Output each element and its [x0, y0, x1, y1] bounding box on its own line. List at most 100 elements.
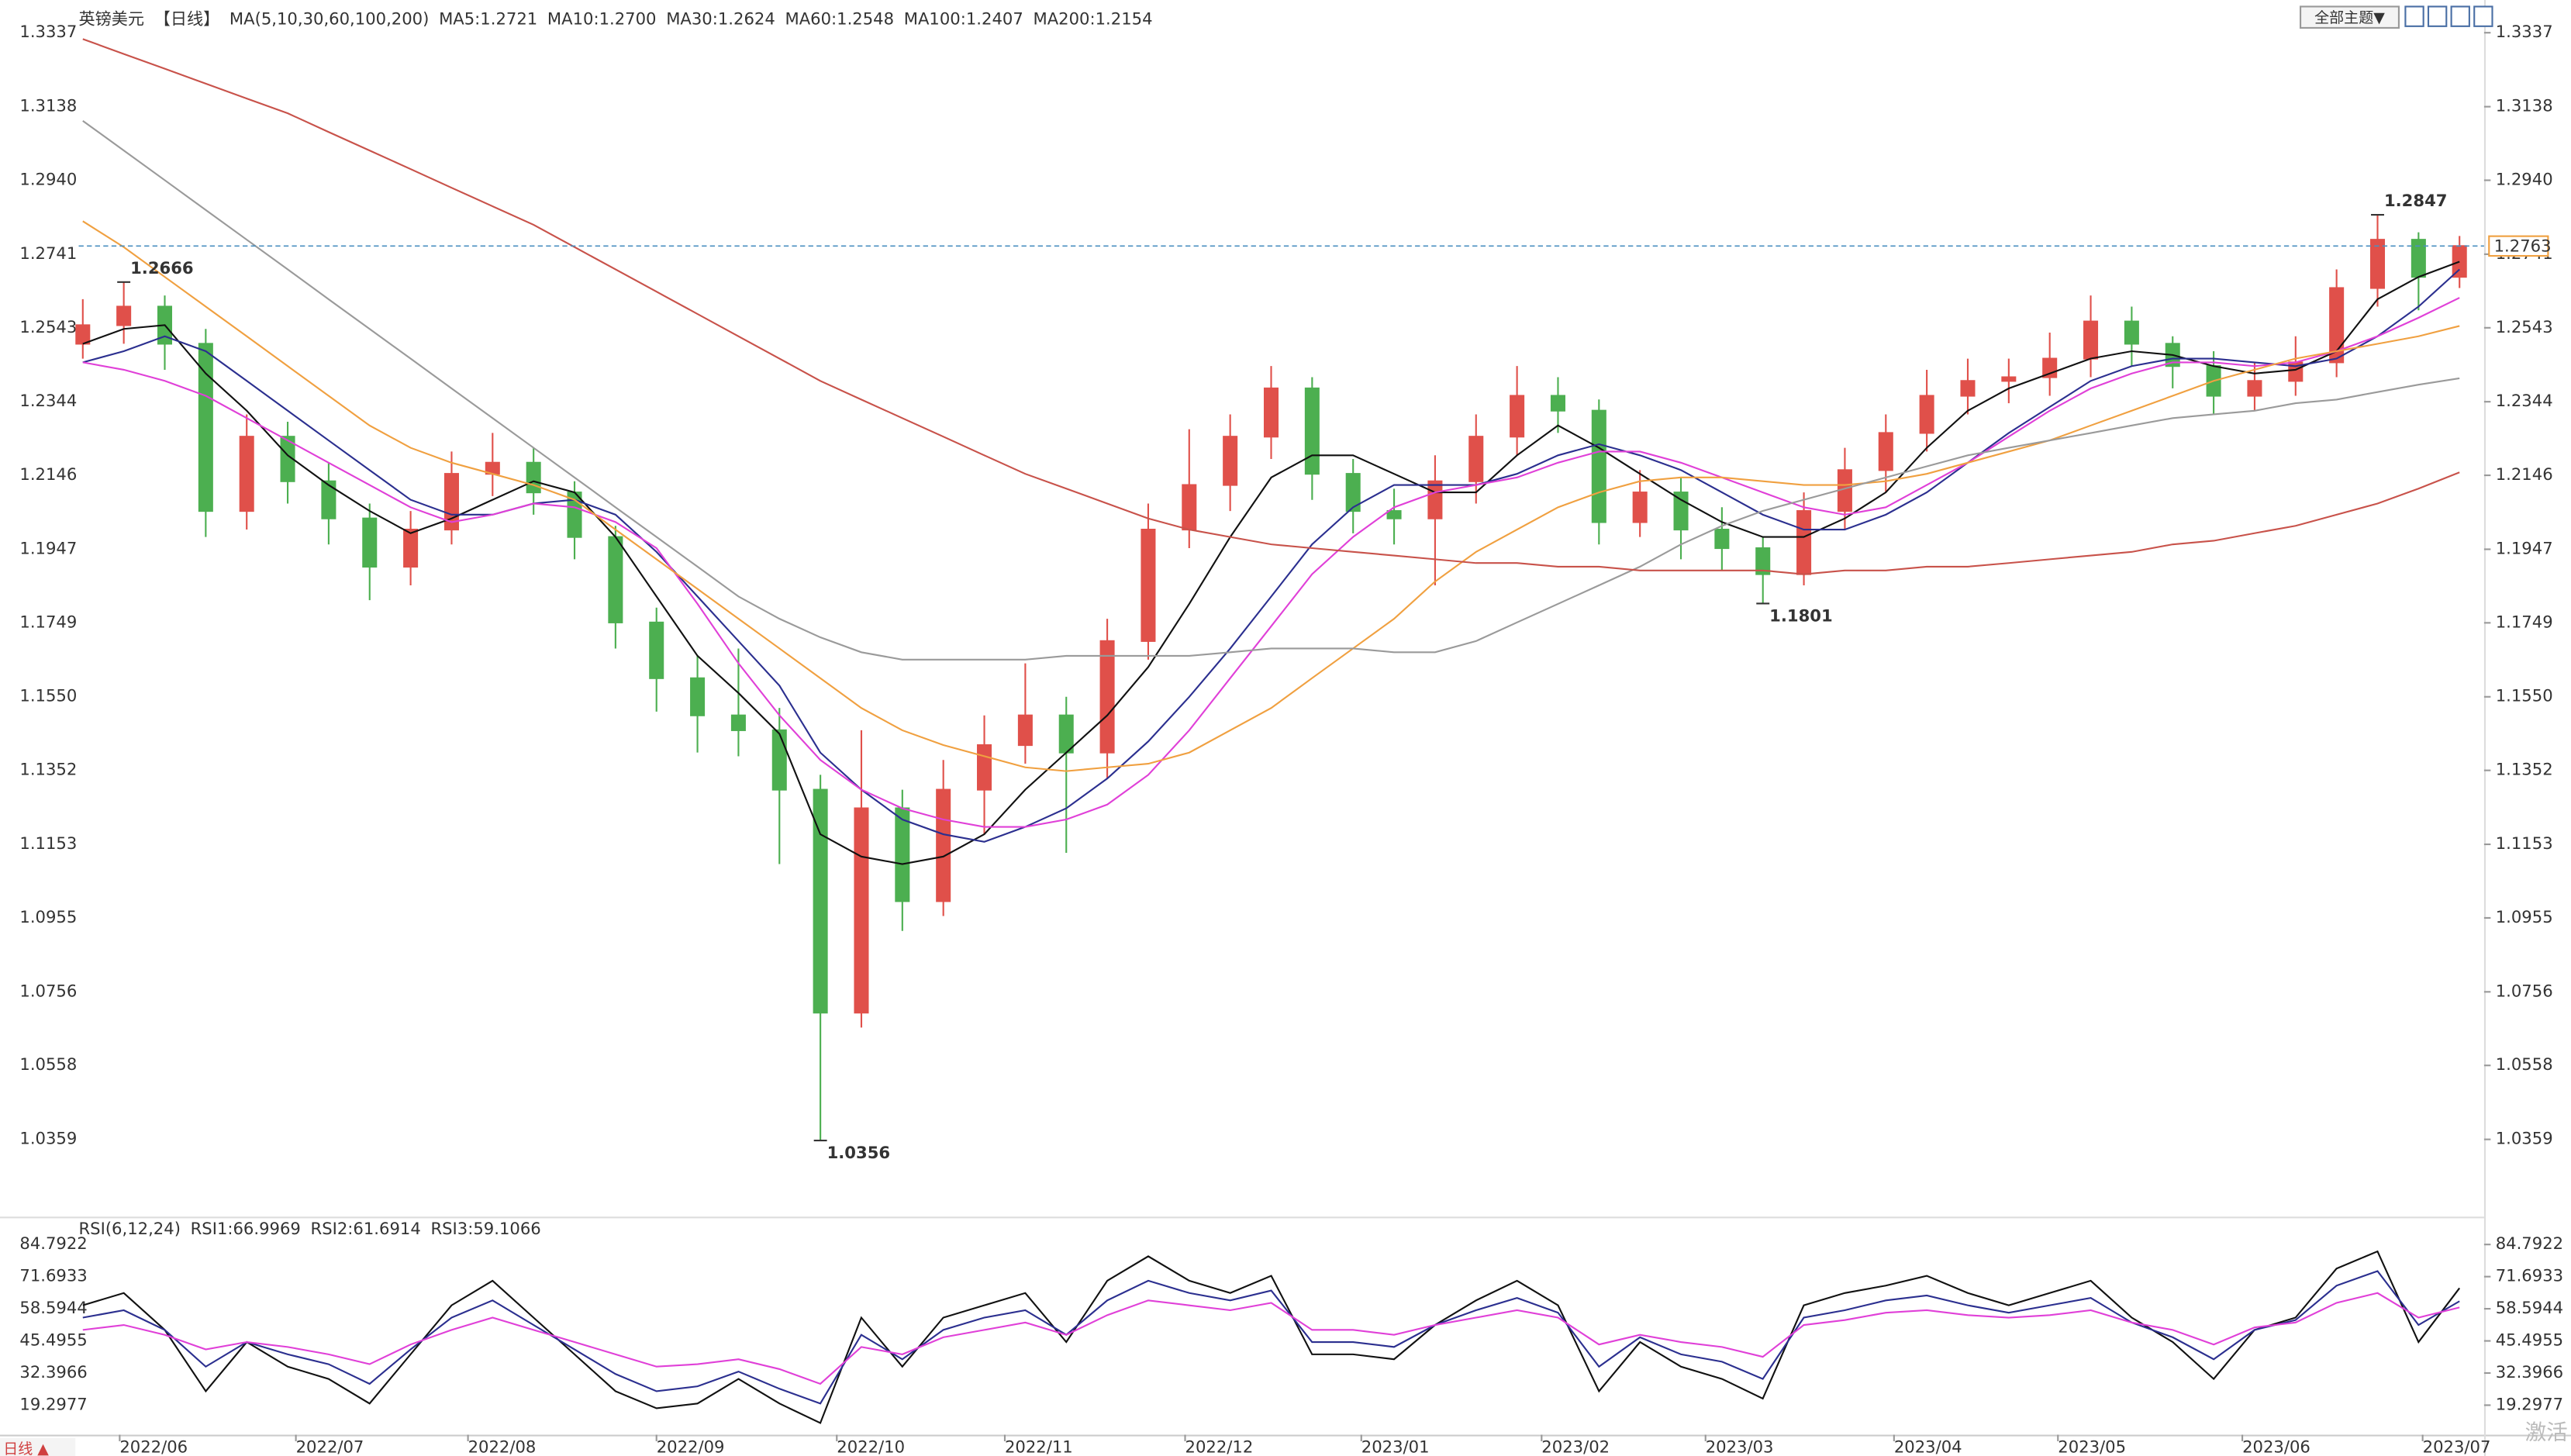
candle-body [649, 621, 664, 679]
y-tick-label: 1.0955 [19, 907, 77, 926]
candle-body [1386, 510, 1402, 519]
legend-entry: MA60:1.2548 [785, 9, 894, 28]
candle-body [1468, 436, 1484, 482]
button-frame[interactable] [2300, 5, 2400, 29]
candle-body [1919, 395, 1934, 434]
y-tick-label: 1.2543 [19, 317, 77, 336]
y-tick-label: 1.2741 [19, 243, 77, 263]
y-tick-label: 1.0558 [2496, 1054, 2553, 1074]
y-tick-label: 1.2543 [2496, 317, 2553, 336]
y-tick-label: 71.6933 [19, 1266, 87, 1285]
x-tick-label: 2023/07 [2423, 1437, 2491, 1456]
candle-body [936, 788, 951, 902]
x-tick-label: 2023/01 [1361, 1437, 1430, 1456]
legend-entry: RSI(6,12,24) [79, 1219, 181, 1238]
legend-entry: MA10:1.2700 [547, 9, 657, 28]
period-tab-bg[interactable] [0, 1437, 76, 1456]
legend-entry: RSI2:61.6914 [311, 1219, 421, 1238]
x-tick-label: 2022/12 [1185, 1437, 1254, 1456]
period-tab[interactable]: 日线 ▲ [3, 1440, 49, 1456]
candle-body [1223, 436, 1238, 486]
candle-body [1755, 547, 1771, 575]
candle-body [321, 480, 336, 519]
candle-body [239, 436, 254, 512]
candle-body [1017, 714, 1033, 747]
y-tick-label: 19.2977 [2496, 1394, 2563, 1413]
y-tick-label: 1.1947 [19, 538, 77, 557]
y-tick-label: 1.1749 [2496, 612, 2553, 631]
legend-entry: MA200:1.2154 [1033, 9, 1152, 28]
extreme-label: 1.2666 [130, 258, 194, 278]
candle-body [1591, 409, 1606, 523]
ma-line [82, 268, 2460, 843]
candle-body [2247, 380, 2262, 397]
x-tick-label: 2023/04 [1894, 1437, 1962, 1456]
y-tick-label: 84.7922 [19, 1233, 87, 1253]
window-buttons[interactable] [2404, 5, 2493, 27]
y-tick-label: 45.4955 [19, 1330, 87, 1350]
candle-body [1099, 640, 1115, 754]
y-tick-label: 1.3138 [19, 96, 77, 116]
ma-line [82, 297, 2460, 828]
y-tick-label: 58.5944 [2496, 1298, 2563, 1317]
candle-body [2001, 376, 2017, 382]
candle-body [1550, 395, 1565, 412]
y-tick-label: 1.2146 [2496, 464, 2553, 484]
candle-body [1345, 473, 1361, 512]
candle-body [690, 677, 706, 716]
y-tick-label: 71.6933 [2496, 1266, 2563, 1285]
candle-body [2083, 320, 2099, 360]
x-tick-label: 2023/06 [2242, 1437, 2310, 1456]
window-button[interactable] [2427, 5, 2448, 27]
candle-body [608, 536, 623, 623]
candle-body [75, 324, 91, 345]
y-tick-label: 1.0359 [19, 1129, 77, 1148]
legend-entry: RSI3:59.1066 [430, 1219, 540, 1238]
legend-entry: MA30:1.2624 [666, 9, 775, 28]
y-tick-label: 1.1153 [19, 833, 77, 853]
y-tick-label: 58.5944 [19, 1298, 87, 1317]
candle-body [198, 343, 213, 512]
x-tick-label: 2022/09 [657, 1437, 725, 1456]
y-tick-label: 1.1153 [2496, 833, 2553, 853]
extreme-label: 1.2847 [2384, 191, 2448, 210]
extreme-label: 1.0356 [827, 1143, 891, 1162]
x-tick-label: 2022/11 [1005, 1437, 1073, 1456]
candle-body [2124, 320, 2139, 345]
button-label[interactable]: 全部主题▼ [2314, 9, 2385, 26]
candle-body [2452, 245, 2467, 278]
x-tick-label: 2022/08 [468, 1437, 537, 1456]
candle-body [1632, 492, 1648, 523]
window-button[interactable] [2473, 5, 2493, 27]
candle-body [1796, 510, 1812, 575]
legend-entry: 英镑美元 [79, 9, 145, 28]
candle-body [280, 436, 295, 482]
candle-body [1510, 395, 1525, 438]
y-tick-label: 1.1550 [19, 686, 77, 706]
ma-line [82, 1270, 2460, 1405]
y-tick-label: 1.0558 [19, 1054, 77, 1074]
y-tick-label: 1.0756 [2496, 981, 2553, 1000]
theme-button[interactable]: 全部主题▼ [2300, 5, 2400, 29]
y-tick-label: 1.3337 [2496, 22, 2553, 41]
x-tick-label: 2022/07 [296, 1437, 364, 1456]
candle-body [895, 807, 910, 902]
legend-entry: 【日线】 [154, 9, 220, 28]
candle-body [1673, 492, 1689, 531]
ma-line [82, 1250, 2461, 1424]
y-tick-label: 84.7922 [2496, 1233, 2563, 1253]
candle-body [1714, 528, 1730, 550]
candle-body [1263, 387, 1279, 438]
window-button[interactable] [2450, 5, 2470, 27]
candle-body [1182, 484, 1197, 531]
ma-line [82, 260, 2460, 865]
ma-line [82, 38, 2460, 575]
window-button[interactable] [2404, 5, 2424, 27]
candle-body [1878, 432, 1893, 471]
ma-line [82, 1292, 2460, 1385]
y-tick-label: 1.2344 [2496, 391, 2553, 410]
last-price-label: 1.2763 [2494, 236, 2552, 255]
legend-entry: MA100:1.2407 [904, 9, 1023, 28]
